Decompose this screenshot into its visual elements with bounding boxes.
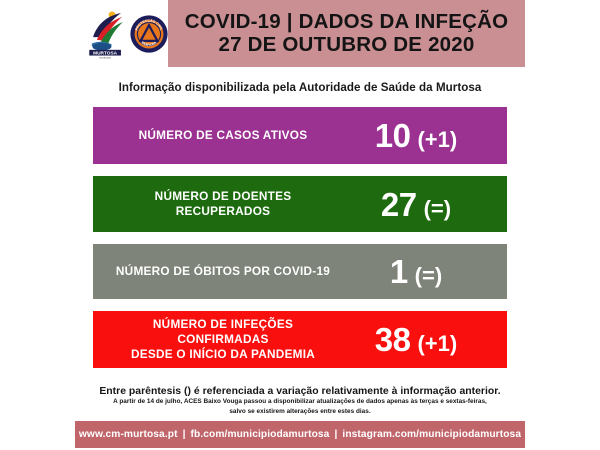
footer-facebook-link[interactable]: fb.com/municipiodamurtosa bbox=[190, 429, 330, 440]
logo-group: MURTOSA município PROTECÇÃO CIVIL bbox=[88, 5, 168, 63]
stat-row-recovered: NÚMERO DE DOENTES RECUPERADOS 27 (=) bbox=[93, 176, 507, 232]
stat-value-group-recovered: 27 (=) bbox=[341, 188, 491, 221]
stat-value-group-deaths: 1 (=) bbox=[341, 255, 491, 288]
poster-subtitle: Informação disponibilizada pela Autorida… bbox=[118, 81, 482, 94]
murtosa-logo-sub: município bbox=[99, 56, 112, 60]
footnotes: Entre parêntesis () é referenciada a var… bbox=[0, 386, 600, 416]
stat-label-deaths: NÚMERO DE ÓBITOS POR COVID-19 bbox=[115, 263, 331, 278]
stat-label-total-confirmed: NÚMERO DE INFEÇÕES CONFIRMADAS DESDE O I… bbox=[111, 317, 341, 362]
stat-value-group-total-confirmed: 38 (+1) bbox=[341, 323, 491, 356]
footer-instagram-link[interactable]: instagram.com/municipiodamurtosa bbox=[342, 429, 522, 440]
title-band: COVID-19 | DADOS DA INFEÇÃO 27 DE OUTUBR… bbox=[168, 0, 525, 67]
civil-protection-icon: PROTECÇÃO CIVIL MURTOSA bbox=[130, 15, 168, 53]
civil-protection-bottom-text: MURTOSA bbox=[141, 40, 158, 47]
stat-row-total-confirmed: NÚMERO DE INFEÇÕES CONFIRMADAS DESDE O I… bbox=[93, 311, 507, 368]
stat-label-recovered: NÚMERO DE DOENTES RECUPERADOS bbox=[154, 188, 292, 218]
stat-label-total-confirmed-line1: NÚMERO DE INFEÇÕES CONFIRMADAS bbox=[152, 316, 294, 346]
poster-title-line2: 27 DE OUTUBRO DE 2020 bbox=[218, 32, 475, 56]
stat-row-deaths: NÚMERO DE ÓBITOS POR COVID-19 1 (=) bbox=[93, 244, 507, 299]
stat-label-total-confirmed-line2: DESDE O INÍCIO DA PANDEMIA bbox=[130, 347, 316, 362]
footnote-small-line1: A partir de 14 de julho, ACES Baixo Voug… bbox=[113, 398, 487, 405]
footer-separator-2: | bbox=[334, 429, 338, 440]
stat-delta-active-cases: (+1) bbox=[417, 127, 458, 152]
murtosa-logo-name: MURTOSA bbox=[93, 50, 117, 56]
footnote-small-line2: salvo se existirem alterações entre este… bbox=[229, 407, 371, 415]
poster-title-line1: COVID-19 | DADOS DA INFEÇÃO bbox=[184, 9, 509, 33]
statistics-list: NÚMERO DE CASOS ATIVOS 10 (+1) NÚMERO DE… bbox=[93, 107, 507, 368]
stat-value-group-active-cases: 10 (+1) bbox=[341, 119, 491, 152]
footer-website-link[interactable]: www.cm-murtosa.pt bbox=[78, 429, 178, 440]
stat-delta-recovered: (=) bbox=[423, 195, 452, 221]
stat-delta-deaths: (=) bbox=[414, 263, 443, 288]
footer-bar: www.cm-murtosa.pt | fb.com/municipiodamu… bbox=[75, 421, 525, 448]
poster-header: MURTOSA município PROTECÇÃO CIVIL bbox=[0, 0, 600, 68]
civil-protection-logo: PROTECÇÃO CIVIL MURTOSA bbox=[130, 15, 168, 53]
murtosa-logo-icon: MURTOSA município bbox=[89, 11, 123, 60]
stat-row-active-cases: NÚMERO DE CASOS ATIVOS 10 (+1) bbox=[93, 107, 507, 164]
murtosa-municipality-logo: MURTOSA município bbox=[88, 8, 126, 60]
stat-number-total-confirmed: 38 bbox=[374, 321, 411, 358]
stat-number-recovered: 27 bbox=[380, 185, 417, 223]
stat-label-active-cases: NÚMERO DE CASOS ATIVOS bbox=[138, 127, 308, 142]
stat-number-active-cases: 10 bbox=[374, 117, 411, 154]
footer-separator-1: | bbox=[182, 429, 186, 440]
footnote-main: Entre parêntesis () é referenciada a var… bbox=[99, 386, 501, 397]
stat-delta-total-confirmed: (+1) bbox=[417, 331, 458, 356]
stat-number-deaths: 1 bbox=[389, 253, 408, 290]
